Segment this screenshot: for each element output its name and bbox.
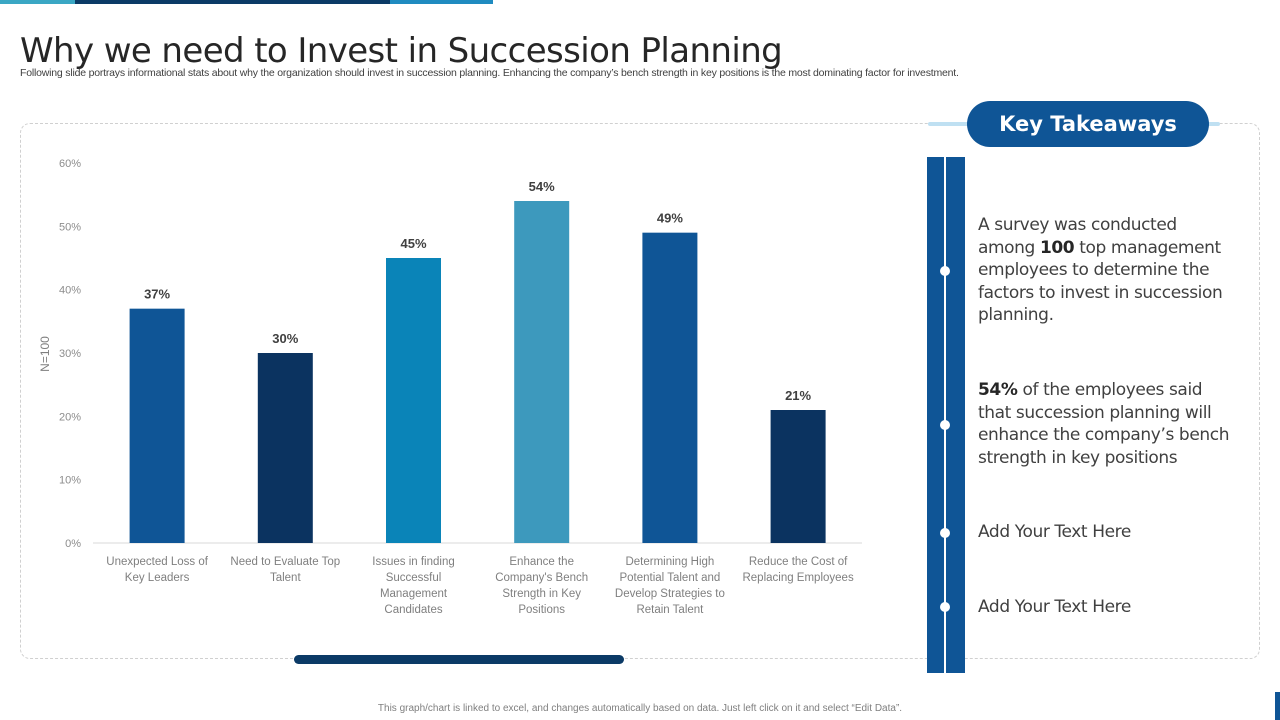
bar[interactable] — [386, 258, 441, 543]
x-category-label: Determining High — [625, 556, 714, 568]
y-tick-label: 10% — [59, 475, 81, 487]
takeaway-item-1: A survey was conducted among 100 top man… — [978, 215, 1223, 325]
x-category-label: Key Leaders — [125, 572, 190, 584]
takeaways-timeline — [927, 157, 965, 673]
y-tick-label: 60% — [59, 158, 81, 170]
x-category-label: Replacing Employees — [742, 572, 853, 584]
takeaway-item-4: Add Your Text Here — [978, 597, 1131, 617]
x-category-label: Need to Evaluate Top — [230, 556, 340, 568]
x-category-label: Talent — [270, 572, 301, 584]
x-category-label: Company's Bench — [495, 572, 588, 584]
corner-accent — [1275, 692, 1280, 720]
x-axis-categories: Unexpected Loss of Key Leaders Need to Eva… — [106, 556, 854, 616]
bar[interactable] — [770, 410, 826, 543]
x-category-label: Unexpected Loss of — [106, 556, 208, 568]
x-category-label: Reduce the Cost of — [749, 556, 848, 568]
x-category-label: Management — [380, 588, 448, 600]
y-axis: 0% 10% 20% 30% 40% 50% 60% — [59, 158, 81, 550]
chart-scrollbar[interactable] — [294, 655, 624, 664]
x-category-label: Issues in finding — [372, 556, 454, 568]
timeline-dot-icon — [940, 420, 950, 430]
takeaway-item-3: Add Your Text Here — [978, 522, 1131, 542]
bar[interactable] — [129, 308, 185, 543]
bars — [129, 201, 826, 543]
y-tick-label: 40% — [59, 285, 81, 297]
timeline-dot-icon — [940, 602, 950, 612]
data-label: 54% — [529, 179, 555, 194]
footer-note: This graph/chart is linked to excel, and… — [377, 703, 903, 714]
bar[interactable] — [514, 201, 570, 543]
data-label: 37% — [144, 287, 170, 302]
y-tick-label: 20% — [59, 411, 81, 423]
top-accent-bar-1 — [0, 0, 75, 4]
bar[interactable] — [642, 232, 698, 543]
y-tick-label: 0% — [65, 538, 81, 550]
bar-chart[interactable]: 0% 10% 20% 30% 40% 50% 60% N=100 37% 30% 45% 54% 4… — [0, 0, 920, 640]
data-label: 45% — [400, 236, 426, 251]
y-axis-title: N=100 — [38, 336, 52, 372]
page-title: Why we need to Invest in Succession Plan… — [20, 30, 783, 71]
timeline-dot-icon — [940, 266, 950, 276]
bar[interactable] — [257, 353, 313, 543]
x-category-label: Potential Talent and — [619, 572, 720, 584]
takeaway-item-2: 54% of the employees said that successio… — [978, 380, 1230, 468]
data-label: 21% — [785, 388, 811, 403]
x-category-label: Candidates — [384, 604, 442, 616]
key-takeaways-heading: Key Takeaways — [967, 101, 1209, 147]
chart-panel — [20, 123, 1260, 659]
x-category-label: Retain Talent — [636, 604, 704, 616]
x-category-label: Enhance the — [509, 556, 574, 568]
x-category-label: Successful — [386, 572, 442, 584]
page-subtitle: Following slide portrays informational s… — [20, 67, 959, 79]
data-label: 49% — [657, 211, 683, 226]
data-labels: 37% 30% 45% 54% 49% 21% — [144, 179, 811, 403]
y-tick-label: 50% — [59, 221, 81, 233]
top-accent-bar-3 — [390, 0, 493, 4]
timeline-dot-icon — [940, 528, 950, 538]
data-label: 30% — [272, 331, 298, 346]
timeline-rail — [944, 157, 946, 673]
x-category-label: Strength in Key — [502, 588, 581, 600]
y-tick-label: 30% — [59, 348, 81, 360]
x-category-label: Positions — [518, 604, 565, 616]
x-category-label: Develop Strategies to — [615, 588, 725, 600]
top-accent-bar-2 — [75, 0, 390, 4]
